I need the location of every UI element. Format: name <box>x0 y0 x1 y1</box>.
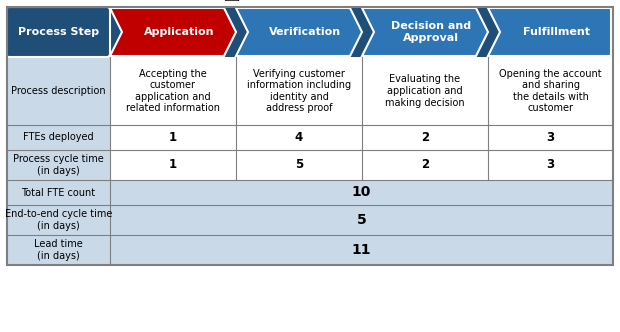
Text: Accepting the
customer
application and
related information: Accepting the customer application and r… <box>126 69 220 114</box>
Polygon shape <box>110 8 236 56</box>
Text: 3: 3 <box>546 158 554 172</box>
Text: Total FTE count: Total FTE count <box>22 188 95 198</box>
Polygon shape <box>236 8 362 56</box>
Text: Verification: Verification <box>269 27 341 37</box>
Text: Fulfillment: Fulfillment <box>523 27 590 37</box>
Bar <box>488 57 613 125</box>
Text: Application: Application <box>144 27 215 37</box>
Bar <box>7 57 613 265</box>
Polygon shape <box>488 8 611 56</box>
Text: 2: 2 <box>421 158 429 172</box>
FancyBboxPatch shape <box>6 7 110 57</box>
Text: End-to-end cycle time
(in days): End-to-end cycle time (in days) <box>5 209 112 231</box>
Text: Process Step: Process Step <box>18 27 99 37</box>
Bar <box>7 7 613 265</box>
Bar <box>362 57 488 125</box>
Text: 2: 2 <box>421 131 429 144</box>
Bar <box>236 150 362 180</box>
Text: 1: 1 <box>169 158 177 172</box>
Text: 10: 10 <box>352 186 371 200</box>
Text: 4: 4 <box>295 131 303 144</box>
Text: Opening the account
and sharing
the details with
customer: Opening the account and sharing the deta… <box>499 69 602 114</box>
Text: 11: 11 <box>352 243 371 257</box>
Bar <box>236 57 362 125</box>
Bar <box>110 125 236 150</box>
Text: 3: 3 <box>546 131 554 144</box>
Text: ⚠: ⚠ <box>223 0 239 5</box>
Bar <box>7 7 613 57</box>
Bar <box>488 150 613 180</box>
Bar <box>488 125 613 150</box>
Text: Process cycle time
(in days): Process cycle time (in days) <box>13 154 104 176</box>
Bar <box>236 125 362 150</box>
Polygon shape <box>362 8 488 56</box>
Text: FTEs deployed: FTEs deployed <box>23 132 94 142</box>
Text: 5: 5 <box>295 158 303 172</box>
Text: Evaluating the
application and
making decision: Evaluating the application and making de… <box>385 74 465 108</box>
Text: 1: 1 <box>169 131 177 144</box>
Bar <box>110 150 236 180</box>
Bar <box>362 150 488 180</box>
Text: Lead time
(in days): Lead time (in days) <box>34 239 83 261</box>
Text: Process description: Process description <box>11 86 106 96</box>
FancyBboxPatch shape <box>9 9 108 55</box>
Bar <box>362 125 488 150</box>
Text: Verifying customer
information including
identity and
address proof: Verifying customer information including… <box>247 69 351 114</box>
Text: 5: 5 <box>356 213 366 227</box>
Text: Decision and
Approval: Decision and Approval <box>391 21 471 43</box>
Bar <box>110 57 236 125</box>
